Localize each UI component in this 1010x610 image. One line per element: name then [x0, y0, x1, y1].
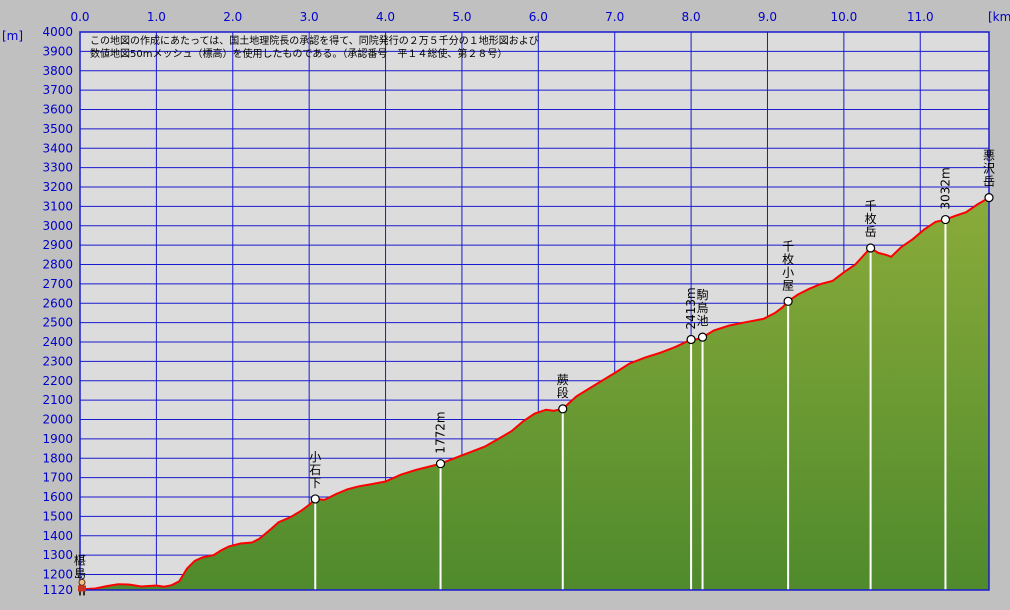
- y-tick-label: 2600: [42, 296, 73, 310]
- waypoint-label: 小石下: [309, 450, 321, 490]
- x-tick-label: 10.0: [831, 10, 858, 24]
- y-tick-label: 2700: [42, 277, 73, 291]
- y-tick-label: 1500: [42, 509, 73, 523]
- waypoint-marker: [435, 459, 446, 469]
- y-tick-label: 3400: [42, 141, 73, 155]
- waypoint-marker: [686, 334, 696, 345]
- y-tick-label: 2500: [42, 316, 73, 330]
- elevation-profile-line: [79, 196, 990, 591]
- copyright-note-line-2: 数値地図50mメッシュ（標高）を使用したものである。（承認番号 平１４総使、第２…: [90, 47, 507, 60]
- y-tick-label: 4000: [42, 25, 73, 39]
- x-tick-label: 9.0: [758, 10, 777, 24]
- waypoint-label: 椹島: [74, 553, 86, 580]
- y-tick-label: 2300: [42, 354, 73, 368]
- x-tick-label: 11.0: [907, 10, 934, 24]
- y-tick-label: 3800: [42, 64, 73, 78]
- y-tick-label: 1800: [42, 451, 73, 465]
- waypoint-label: 駒鳥池: [697, 288, 709, 328]
- y-tick-label: 2900: [42, 238, 73, 252]
- elevation-area: [80, 197, 989, 590]
- y-tick-label: 1700: [42, 471, 73, 485]
- hiker-icon: [78, 578, 86, 596]
- x-tick-label: 7.0: [605, 10, 624, 24]
- y-tick-label: 3900: [42, 44, 73, 58]
- y-tick-label: 2100: [42, 393, 73, 407]
- y-tick-label: 3700: [42, 83, 73, 97]
- y-axis-unit: [m]: [2, 29, 23, 43]
- waypoint-marker: [697, 332, 708, 342]
- waypoint-marker: [783, 296, 793, 306]
- waypoint-label: 2413m: [684, 287, 698, 329]
- waypoint-label: 千枚岳: [865, 199, 877, 239]
- y-tick-label: 3600: [42, 103, 73, 117]
- x-tick-label: 6.0: [529, 10, 548, 24]
- y-tick-label: 2200: [42, 374, 73, 388]
- x-tick-label: 0.0: [70, 10, 89, 24]
- waypoint-label: 1772m: [434, 411, 448, 453]
- x-tick-label: 4.0: [376, 10, 395, 24]
- waypoint-marker: [866, 243, 876, 253]
- y-tick-label: 1120: [42, 583, 73, 597]
- plot-frame: [79, 31, 990, 591]
- waypoint-label: 悪沢岳: [983, 149, 995, 189]
- y-tick-label: 1200: [42, 568, 73, 582]
- y-tick-label: 2000: [42, 413, 73, 427]
- waypoint-marker: [310, 494, 320, 504]
- waypoint-label: 蕨段: [557, 373, 569, 400]
- waypoint-marker: [984, 193, 994, 203]
- x-tick-label: 3.0: [300, 10, 319, 24]
- y-tick-label: 3200: [42, 180, 73, 194]
- waypoint-marker: [558, 404, 568, 414]
- y-tick-label: 1600: [42, 490, 73, 504]
- y-tick-label: 1900: [42, 432, 73, 446]
- x-axis-ticks: 0.0 1.0 2.0 3.0 4.0 5.0 6.0 7.0 8.0 9.0 10.0 11.0: [70, 10, 933, 24]
- x-tick-label: 1.0: [147, 10, 166, 24]
- y-tick-label: 3300: [42, 161, 73, 175]
- x-tick-label: 8.0: [682, 10, 701, 24]
- y-tick-label: 2400: [42, 335, 73, 349]
- y-tick-label: 1300: [42, 548, 73, 562]
- x-tick-label: 2.0: [223, 10, 242, 24]
- y-tick-label: 3100: [42, 199, 73, 213]
- copyright-note-line-1: この地図の作成にあたっては、国土地理院長の承認を得て、同院発行の２万５千分の１地…: [90, 34, 539, 47]
- waypoint-posts: [79, 219, 947, 590]
- x-tick-label: 5.0: [452, 10, 471, 24]
- y-tick-label: 3500: [42, 122, 73, 136]
- waypoint-label: 千枚小屋: [782, 239, 794, 292]
- y-tick-label: 1400: [42, 529, 73, 543]
- waypoint-marker: [940, 214, 951, 225]
- x-axis-unit: [km]: [988, 10, 1010, 24]
- y-tick-label: 3000: [42, 219, 73, 233]
- waypoint-label: 3032m: [938, 167, 952, 209]
- y-tick-label: 2800: [42, 258, 73, 272]
